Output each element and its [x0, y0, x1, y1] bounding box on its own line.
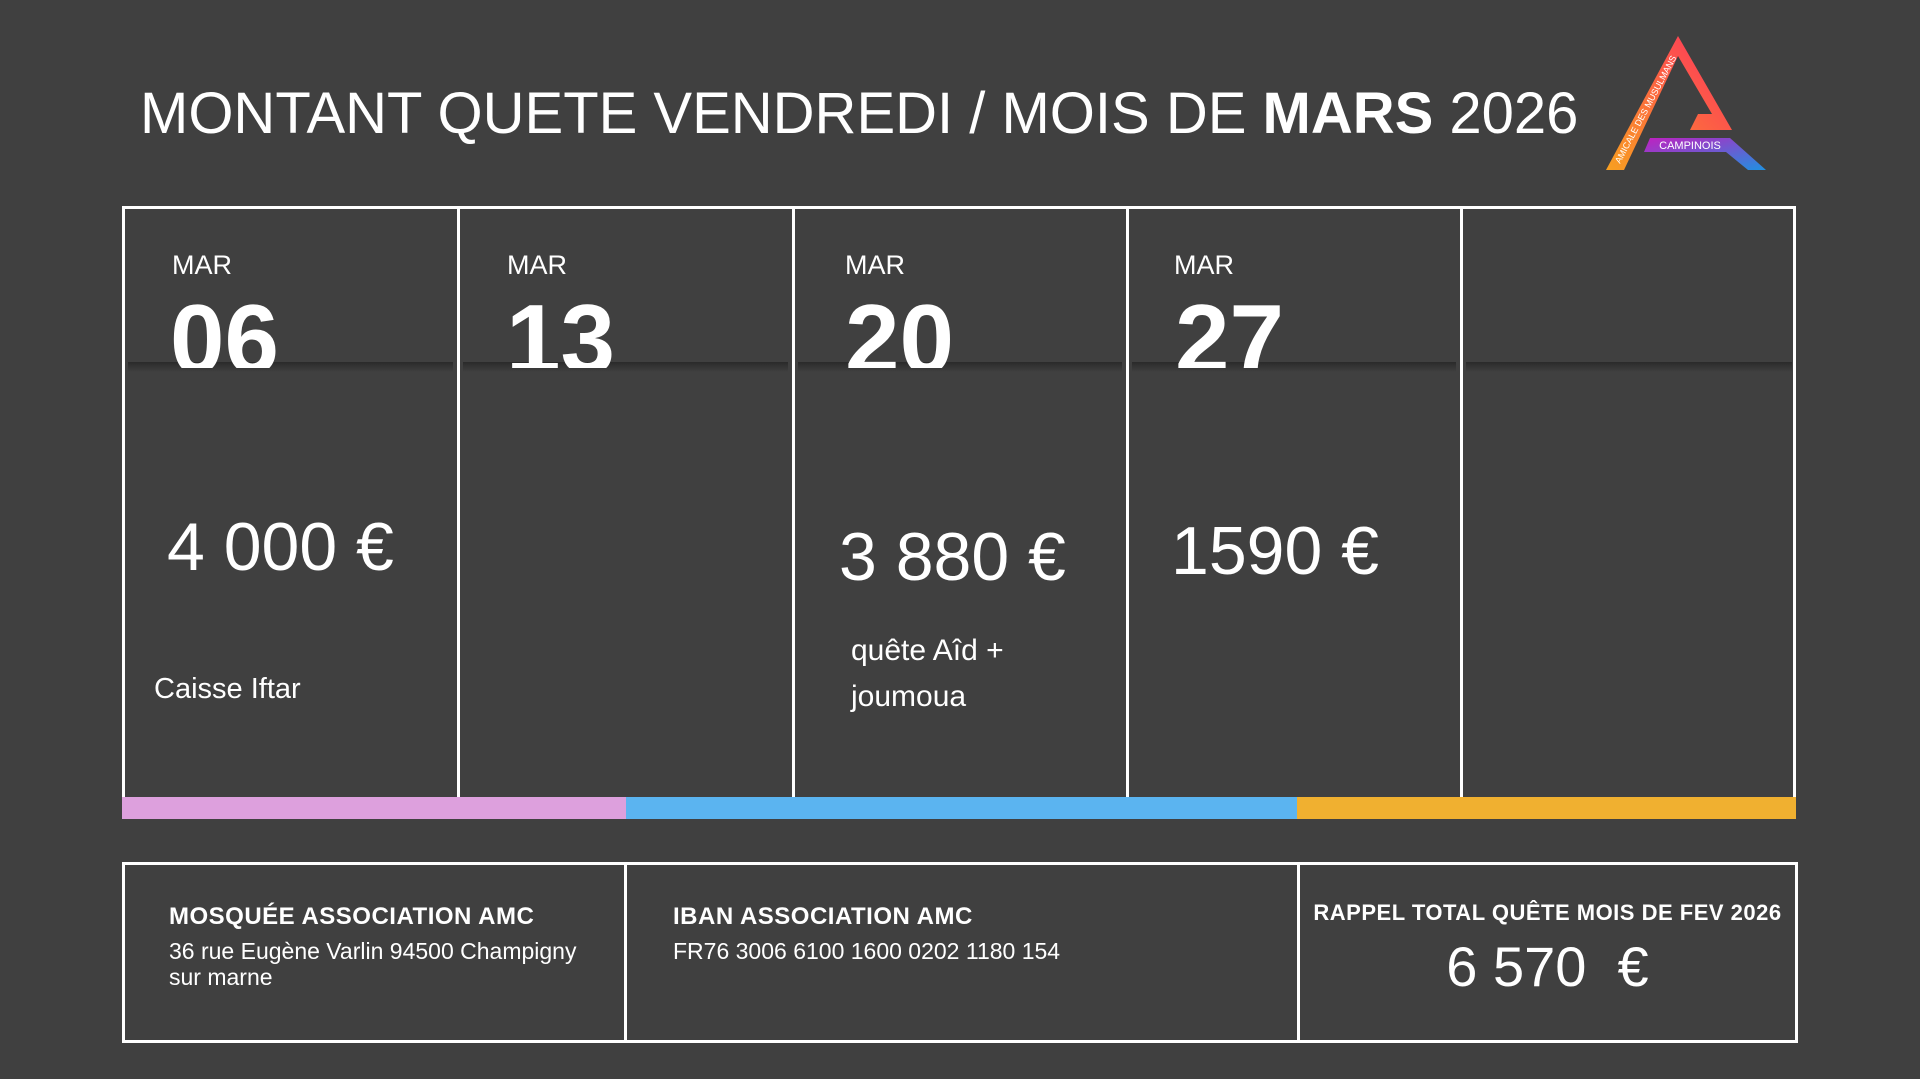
- panel-divider: [624, 862, 627, 1043]
- column-divider: [1460, 206, 1463, 798]
- iban-heading: IBAN ASSOCIATION AMC: [673, 903, 973, 930]
- color-bar-orange: [1297, 797, 1796, 819]
- day-number: 27: [1175, 290, 1285, 368]
- day-amount: 1590 €: [1171, 513, 1379, 589]
- column-divider: [1126, 206, 1129, 798]
- iban-value: FR76 3006 6100 1600 0202 1180 154: [673, 938, 1061, 964]
- info-panel: [122, 862, 1798, 1043]
- day-note: quête Aîd + joumoua: [851, 634, 1004, 713]
- color-bar-blue: [626, 797, 1297, 819]
- title-year: 2026: [1433, 81, 1579, 146]
- reminder-total: 6 570 €: [1446, 935, 1649, 998]
- page-title: MONTANT QUETE VENDREDI / MOIS DE MARS 20…: [140, 80, 1578, 147]
- divider-shadow: [463, 362, 788, 372]
- day-number: 13: [506, 290, 616, 368]
- day-note: Caisse Iftar: [154, 673, 301, 705]
- title-month: MARS: [1262, 81, 1434, 146]
- divider-shadow: [798, 362, 1122, 372]
- day-amount: 4 000 €: [167, 509, 394, 585]
- day-month: MAR: [845, 250, 905, 280]
- day-month: MAR: [172, 250, 232, 280]
- panel-divider: [1297, 862, 1300, 1043]
- divider-shadow: [128, 362, 453, 372]
- column-divider: [457, 206, 460, 798]
- color-bar-pink: [122, 797, 626, 819]
- day-month: MAR: [1174, 250, 1234, 280]
- day-month: MAR: [507, 250, 567, 280]
- mosque-heading: MOSQUÉE ASSOCIATION AMC: [169, 903, 535, 930]
- column-divider: [792, 206, 795, 798]
- divider-shadow: [1466, 362, 1792, 372]
- amc-logo: CAMPINOIS AMICALE DES MUSULMANS: [1606, 36, 1766, 170]
- mosque-address: 36 rue Eugène Varlin 94500 Champigny sur…: [169, 938, 577, 990]
- day-amount: 3 880 €: [839, 519, 1066, 595]
- divider-shadow: [1132, 362, 1456, 372]
- title-prefix: MONTANT QUETE VENDREDI / MOIS DE: [140, 81, 1263, 146]
- day-number: 20: [845, 290, 955, 368]
- reminder-heading: RAPPEL TOTAL QUÊTE MOIS DE FEV 2026: [1313, 900, 1782, 925]
- logo-band-text: CAMPINOIS: [1659, 140, 1721, 152]
- day-number: 06: [170, 290, 280, 368]
